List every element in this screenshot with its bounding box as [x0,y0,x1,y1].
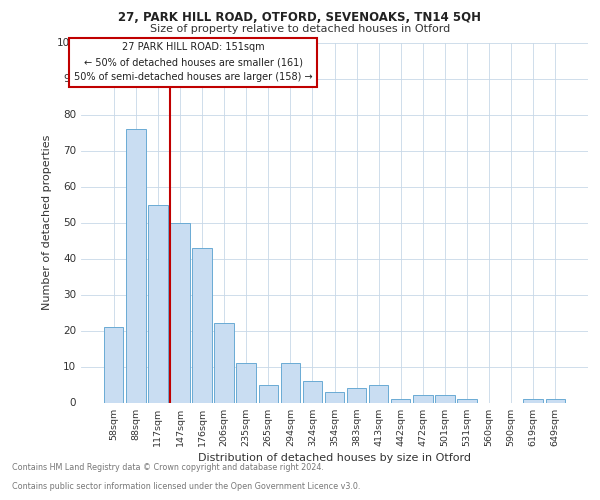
Text: Contains public sector information licensed under the Open Government Licence v3: Contains public sector information licen… [12,482,361,491]
Bar [369,384,388,402]
Bar [545,399,565,402]
Bar [281,363,300,403]
Text: Contains HM Land Registry data © Crown copyright and database right 2024.: Contains HM Land Registry data © Crown c… [12,464,324,472]
Bar [236,363,256,403]
Bar [126,129,146,402]
Bar [193,248,212,402]
X-axis label: Distribution of detached houses by size in Otford: Distribution of detached houses by size … [198,453,471,463]
Bar [413,396,433,402]
Bar [104,327,124,402]
Bar [214,324,234,402]
Text: 27, PARK HILL ROAD, OTFORD, SEVENOAKS, TN14 5QH: 27, PARK HILL ROAD, OTFORD, SEVENOAKS, T… [119,11,482,24]
Bar [325,392,344,402]
Text: Size of property relative to detached houses in Otford: Size of property relative to detached ho… [150,24,450,34]
Bar [303,381,322,402]
Bar [148,204,167,402]
Y-axis label: Number of detached properties: Number of detached properties [43,135,52,310]
Bar [523,399,543,402]
Text: 27 PARK HILL ROAD: 151sqm
← 50% of detached houses are smaller (161)
50% of semi: 27 PARK HILL ROAD: 151sqm ← 50% of detac… [74,42,313,82]
Bar [170,222,190,402]
Bar [391,399,410,402]
Bar [259,384,278,402]
Bar [457,399,476,402]
Bar [347,388,366,402]
Bar [435,396,455,402]
